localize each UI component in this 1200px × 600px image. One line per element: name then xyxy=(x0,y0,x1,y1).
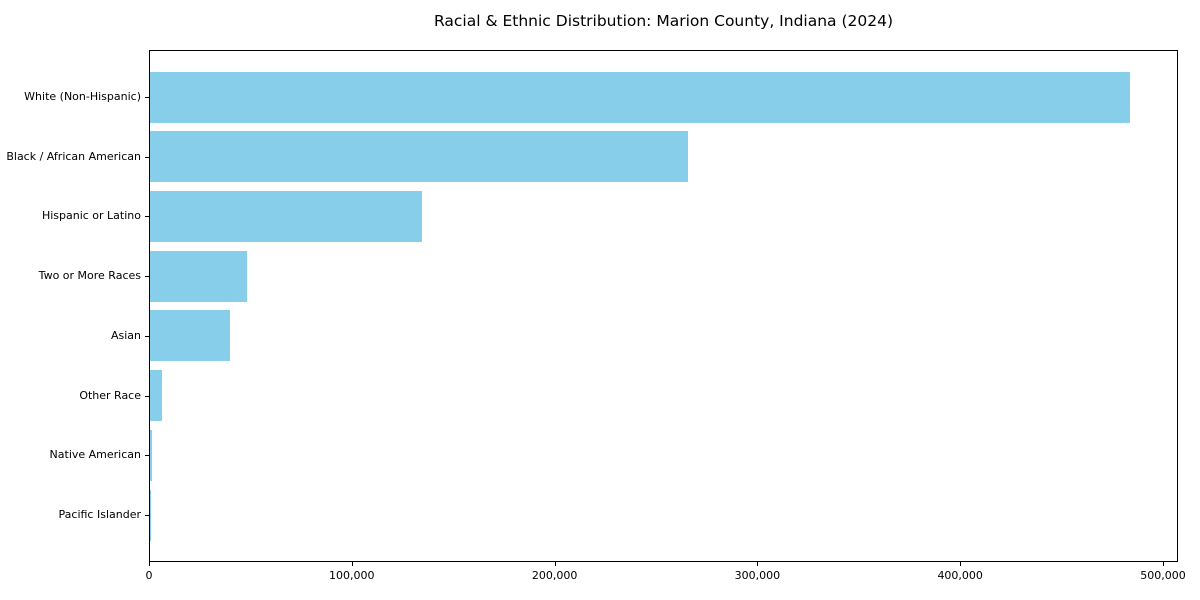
x-tick-label: 300,000 xyxy=(734,569,781,582)
bar xyxy=(150,250,248,302)
y-tick-mark xyxy=(145,276,149,278)
y-tick-label: Hispanic or Latino xyxy=(41,209,141,223)
x-tick-mark xyxy=(960,562,962,566)
x-tick-mark xyxy=(757,562,759,566)
y-tick-mark xyxy=(145,395,149,397)
plot-area xyxy=(149,50,1178,562)
chart-title: Racial & Ethnic Distribution: Marion Cou… xyxy=(433,12,894,30)
x-tick-label: 0 xyxy=(145,569,153,582)
y-tick-mark xyxy=(145,156,149,158)
bar xyxy=(150,131,689,183)
bar xyxy=(150,370,163,422)
x-tick-label: 100,000 xyxy=(329,569,375,582)
y-tick-label: Asian xyxy=(110,328,141,342)
bar xyxy=(150,190,422,242)
bar xyxy=(150,489,151,541)
y-tick-label: White (Non-Hispanic) xyxy=(24,90,141,103)
x-tick-mark xyxy=(554,562,556,566)
bar xyxy=(150,71,1130,123)
x-tick-label: 400,000 xyxy=(937,569,983,582)
x-tick-mark xyxy=(149,562,150,566)
x-tick-mark xyxy=(1162,562,1164,566)
y-tick-label: Pacific Islander xyxy=(58,508,141,521)
y-tick-label: Native American xyxy=(49,448,141,462)
y-tick-mark xyxy=(145,335,149,337)
y-tick-label: Black / African American xyxy=(6,149,141,163)
y-tick-label: Two or More Races xyxy=(38,269,141,283)
y-tick-mark xyxy=(145,455,149,457)
x-tick-label: 200,000 xyxy=(531,569,578,582)
bar xyxy=(150,429,153,481)
y-tick-mark xyxy=(145,515,149,516)
x-tick-mark xyxy=(351,562,353,566)
y-tick-mark xyxy=(145,97,149,98)
x-tick-label: 500,000 xyxy=(1140,569,1186,582)
y-tick-label: Other Race xyxy=(79,388,141,402)
bar xyxy=(150,310,231,362)
y-tick-mark xyxy=(145,216,149,218)
